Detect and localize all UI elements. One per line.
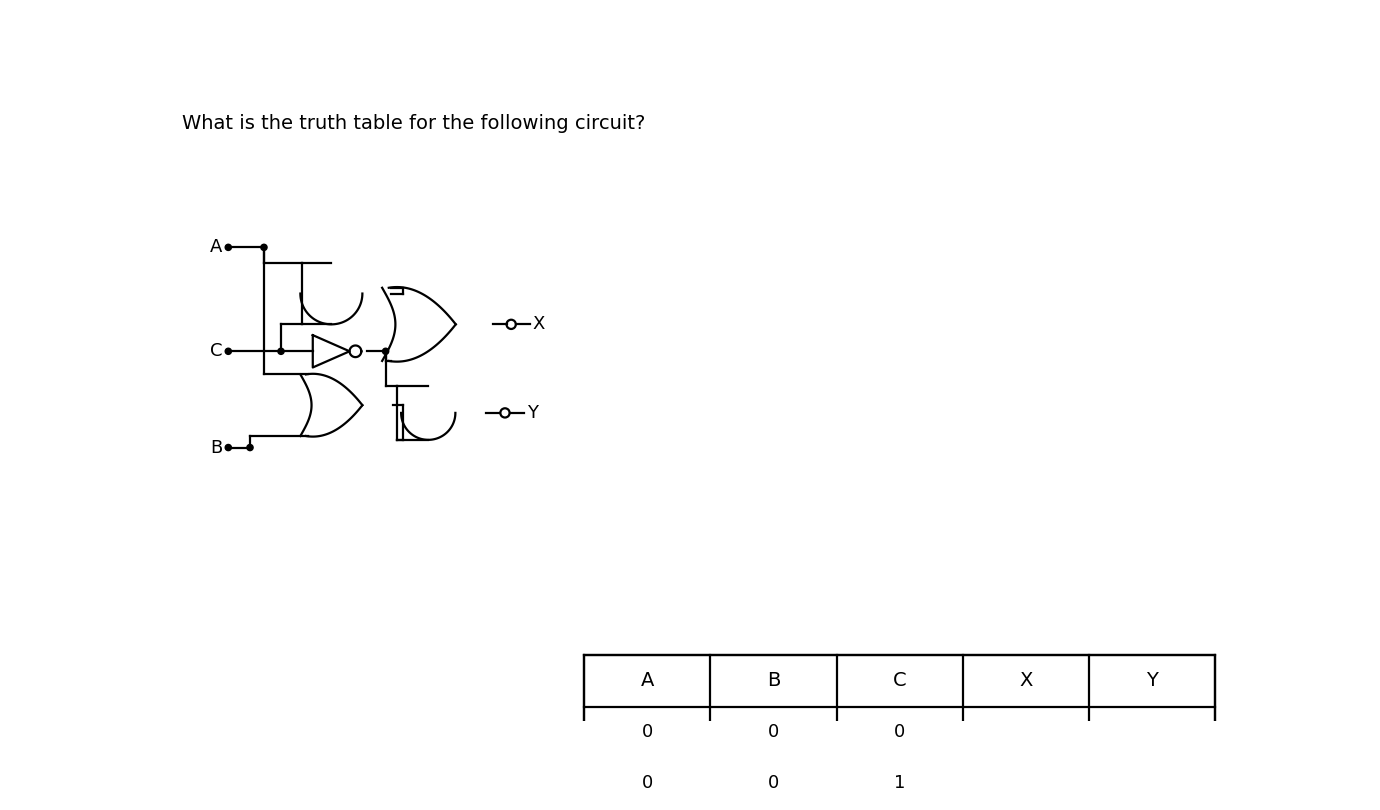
Circle shape — [225, 245, 232, 250]
Text: A: A — [640, 671, 654, 690]
Circle shape — [225, 445, 232, 450]
Circle shape — [247, 445, 253, 450]
Text: X: X — [533, 315, 545, 334]
Text: 1: 1 — [894, 774, 905, 792]
Text: B: B — [767, 671, 780, 690]
Text: C: C — [210, 343, 222, 360]
Circle shape — [277, 348, 284, 355]
Bar — [584, 655, 1216, 810]
Text: 0: 0 — [767, 774, 780, 792]
Circle shape — [225, 348, 232, 355]
Text: X: X — [1020, 671, 1032, 690]
Circle shape — [382, 348, 389, 355]
Text: 0: 0 — [894, 723, 905, 741]
Text: Y: Y — [1147, 671, 1158, 690]
Text: What is the truth table for the following circuit?: What is the truth table for the followin… — [182, 114, 646, 133]
Text: 0: 0 — [642, 774, 653, 792]
Text: B: B — [210, 438, 222, 457]
Circle shape — [261, 245, 268, 250]
Text: 0: 0 — [767, 723, 780, 741]
Text: Y: Y — [527, 404, 538, 422]
Text: A: A — [210, 238, 222, 256]
Text: 0: 0 — [642, 723, 653, 741]
Text: C: C — [893, 671, 907, 690]
